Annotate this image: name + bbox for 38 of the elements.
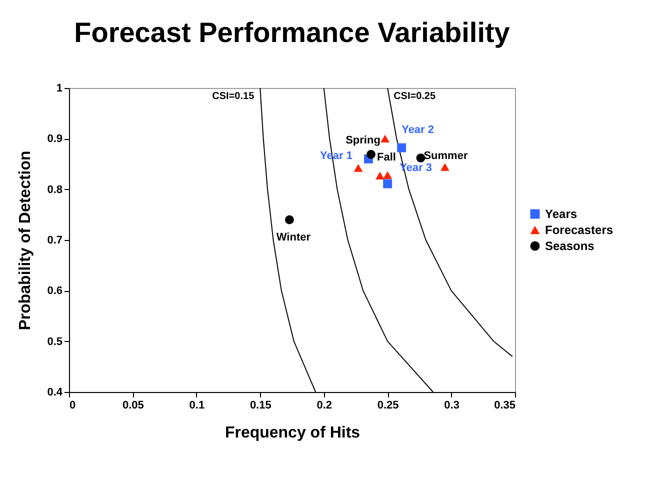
point [440,163,450,171]
x-tick-label: 0.2 [316,400,332,412]
x-tick-label: 0.05 [122,400,144,412]
annotation: Fall [377,151,396,164]
y-tick-label: 0.7 [47,234,62,246]
point [383,171,392,180]
legend-label: Forecasters [545,223,614,237]
point [366,150,376,159]
annotation: CSI=0.15 [212,91,255,102]
chart-title: Forecast Performance Variability [74,17,510,48]
point [375,172,384,180]
annotation: Spring [346,134,380,146]
y-tick-label: 0.8 [47,184,62,196]
y-axis-title: Probability of Detection [17,150,34,330]
y-tick-label: 0.9 [47,133,62,146]
legend-label: Years [545,207,578,221]
y-tick-label: 0.4 [47,386,64,398]
point [380,134,390,143]
x-tick-label: 0.15 [250,400,272,412]
point [383,179,392,188]
x-tick-label: 0.25 [377,400,399,412]
y-tick-label: 0.5 [47,336,62,348]
y-tick-label: 0.6 [47,285,62,298]
point [416,153,426,162]
point [397,143,406,152]
legend-label: Seasons [545,239,595,253]
annotation: CSI=0.25 [394,91,436,102]
y-tick-label: 1 [56,82,62,94]
annotation: Winter [276,232,312,244]
point [354,164,363,172]
x-tick-label: 0.35 [494,400,516,412]
point [284,215,294,224]
x-tick-label: 0 [70,400,76,412]
x-axis-title: Frequency of Hits [224,424,360,442]
x-tick-label: 0.3 [444,400,460,412]
annotation: Year 2 [402,124,434,136]
annotation: Summer [424,150,468,162]
x-tick-label: 0.1 [189,400,205,412]
